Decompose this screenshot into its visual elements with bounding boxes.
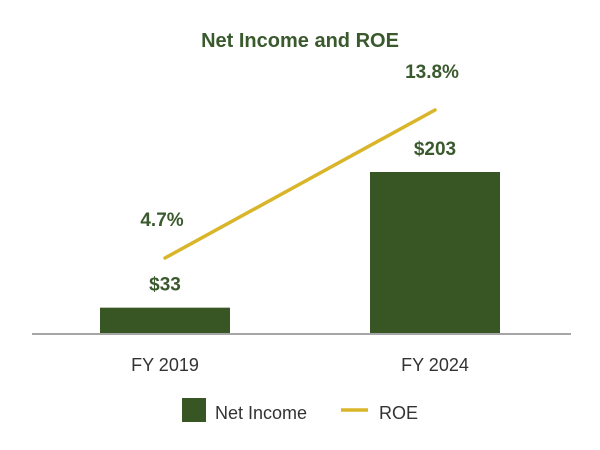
bar-net-income-0 xyxy=(100,307,230,334)
x-tick-label-1: FY 2024 xyxy=(401,355,469,375)
data-label-roe-1: 13.8% xyxy=(405,62,459,83)
legend-label-net-income: Net Income xyxy=(215,403,307,423)
data-label-net-income-0: $33 xyxy=(149,275,181,296)
data-label-net-income-1: $203 xyxy=(414,139,456,160)
legend: Net Income ROE xyxy=(182,398,418,423)
legend-swatch-net-income xyxy=(182,398,206,422)
line-roe xyxy=(163,108,437,260)
legend-label-roe: ROE xyxy=(379,403,418,423)
plot-area: $33 $203 4.7% 13.8% FY 2019 FY 2024 xyxy=(100,62,500,375)
x-tick-label-0: FY 2019 xyxy=(131,355,199,375)
data-label-roe-0: 4.7% xyxy=(140,210,183,231)
bar-net-income-1 xyxy=(370,172,500,334)
chart-title: Net Income and ROE xyxy=(201,30,399,52)
